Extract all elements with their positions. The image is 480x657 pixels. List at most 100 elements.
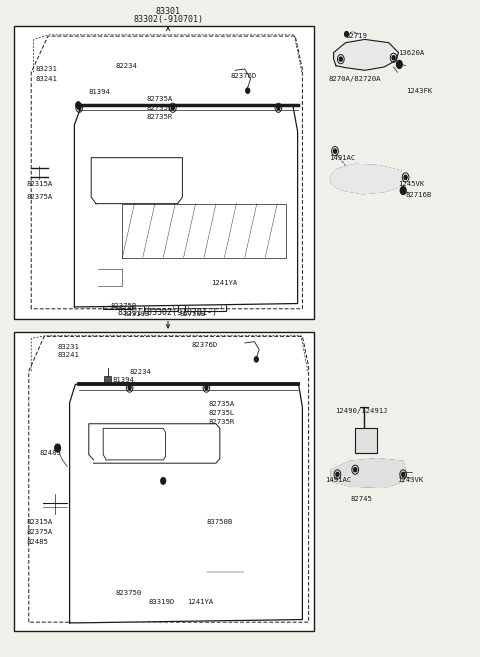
Bar	[153, 579, 190, 606]
Polygon shape	[331, 459, 406, 487]
Text: 83319D: 83319D	[149, 599, 175, 606]
Bar	[204, 105, 213, 110]
Bar	[200, 384, 207, 390]
Bar	[103, 296, 132, 309]
Bar	[114, 586, 142, 599]
Bar	[240, 105, 249, 110]
Circle shape	[400, 187, 406, 194]
Text: 82234: 82234	[115, 62, 137, 69]
Circle shape	[392, 56, 395, 60]
Bar	[110, 581, 146, 603]
Bar	[242, 384, 250, 390]
Text: 82745: 82745	[350, 496, 372, 503]
Bar	[264, 384, 271, 390]
Circle shape	[345, 32, 348, 37]
Bar	[228, 105, 237, 110]
Bar	[132, 105, 141, 110]
Bar	[168, 384, 176, 390]
Polygon shape	[70, 384, 302, 623]
Circle shape	[161, 478, 166, 484]
Circle shape	[254, 357, 258, 362]
Text: 83241: 83241	[36, 76, 58, 82]
Bar	[168, 105, 177, 110]
Circle shape	[339, 57, 342, 61]
Bar	[105, 384, 112, 390]
Text: 82376D: 82376D	[230, 72, 257, 79]
Bar	[195, 579, 233, 603]
Circle shape	[336, 472, 339, 476]
Text: 82315A: 82315A	[26, 181, 53, 187]
Bar	[264, 105, 273, 110]
Text: 82735A: 82735A	[209, 401, 235, 407]
Text: 83301: 83301	[156, 7, 180, 16]
Bar	[94, 520, 130, 542]
Text: 82375A: 82375A	[26, 194, 53, 200]
Circle shape	[402, 472, 405, 476]
Polygon shape	[74, 105, 298, 307]
Bar	[137, 384, 144, 390]
Text: 1243FK: 1243FK	[406, 87, 432, 94]
Bar	[274, 384, 281, 390]
Text: 823750: 823750	[115, 589, 142, 596]
Text: 83241: 83241	[58, 352, 80, 359]
Bar	[108, 105, 117, 110]
Text: 83319B: 83319B	[124, 311, 150, 317]
Bar	[14, 332, 314, 631]
Polygon shape	[334, 39, 398, 70]
Bar	[116, 384, 123, 390]
Polygon shape	[330, 164, 403, 194]
Text: 82485: 82485	[26, 539, 48, 545]
Circle shape	[78, 106, 81, 110]
Text: 82375B: 82375B	[110, 302, 137, 309]
Bar	[101, 168, 139, 197]
Circle shape	[277, 106, 280, 110]
Text: 12490/12491J: 12490/12491J	[335, 407, 387, 414]
Text: 13620A: 13620A	[398, 49, 425, 56]
Text: 82234: 82234	[130, 369, 152, 375]
Bar	[144, 294, 178, 311]
Bar	[14, 26, 314, 319]
Circle shape	[55, 444, 60, 452]
Text: 82485: 82485	[39, 450, 61, 457]
Bar	[156, 105, 165, 110]
Circle shape	[246, 88, 250, 93]
Text: 82716B: 82716B	[406, 192, 432, 198]
Text: 8270A/82720A: 8270A/82720A	[329, 76, 381, 82]
Bar	[84, 384, 91, 390]
Text: 81394: 81394	[113, 377, 135, 384]
Bar	[199, 583, 228, 599]
Bar	[253, 384, 260, 390]
Bar	[179, 384, 186, 390]
Bar	[158, 384, 165, 390]
Bar	[185, 292, 226, 311]
Bar	[285, 384, 292, 390]
Circle shape	[128, 386, 131, 390]
Text: 1241YA: 1241YA	[211, 279, 238, 286]
Bar	[147, 384, 155, 390]
Bar	[192, 105, 201, 110]
Text: 82375A: 82375A	[26, 529, 53, 535]
Circle shape	[404, 175, 407, 179]
Text: 82735R: 82735R	[146, 114, 173, 120]
Text: 82376D: 82376D	[192, 342, 218, 348]
Bar	[92, 266, 135, 289]
Text: 82315A: 82315A	[26, 519, 53, 526]
Bar	[211, 384, 218, 390]
Bar	[221, 384, 228, 390]
Bar	[84, 105, 93, 110]
Bar	[103, 434, 137, 453]
Text: 1245VK: 1245VK	[398, 181, 425, 187]
Text: 1491AC: 1491AC	[325, 476, 352, 483]
Bar	[190, 384, 197, 390]
Circle shape	[354, 468, 357, 472]
Text: 83301/83302(910701-): 83301/83302(910701-)	[118, 307, 218, 317]
Bar	[355, 428, 377, 453]
Circle shape	[396, 60, 402, 68]
Text: 1241YA: 1241YA	[187, 599, 214, 606]
Text: 82735L: 82735L	[146, 104, 173, 111]
Bar	[148, 296, 173, 309]
Text: 1491AC: 1491AC	[329, 154, 355, 161]
Bar	[89, 516, 139, 545]
Text: 82735R: 82735R	[209, 419, 235, 425]
Bar	[120, 105, 129, 110]
